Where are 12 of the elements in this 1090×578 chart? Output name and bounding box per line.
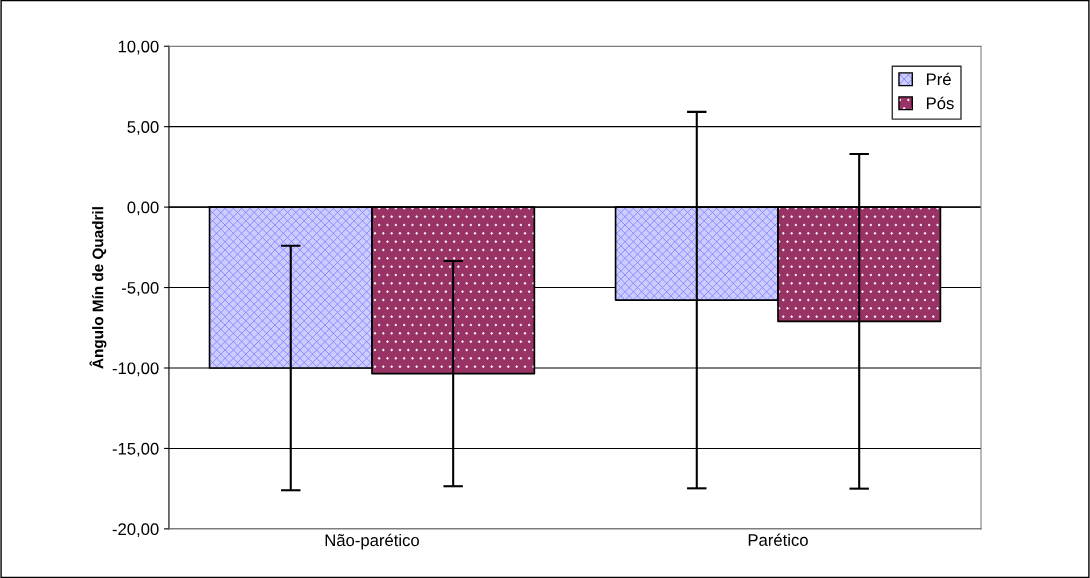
y-tick-label: -20,00 — [112, 523, 159, 538]
y-tick-label: 10,00 — [118, 40, 159, 55]
y-tick-label: 0,00 — [127, 201, 159, 216]
y-axis-title: Ângulo Mín de Quadril — [89, 207, 107, 369]
x-tick-label: Não-parético — [325, 533, 419, 550]
legend-label: Pós — [926, 96, 954, 110]
y-tick-label: 5,00 — [127, 121, 159, 135]
y-tick-label: -10,00 — [112, 362, 159, 377]
x-tick-label: Parético — [748, 533, 808, 546]
y-tick-label: -15,00 — [112, 442, 159, 457]
legend-label: Pré — [926, 72, 951, 86]
y-tick-label: -5,00 — [121, 281, 159, 296]
